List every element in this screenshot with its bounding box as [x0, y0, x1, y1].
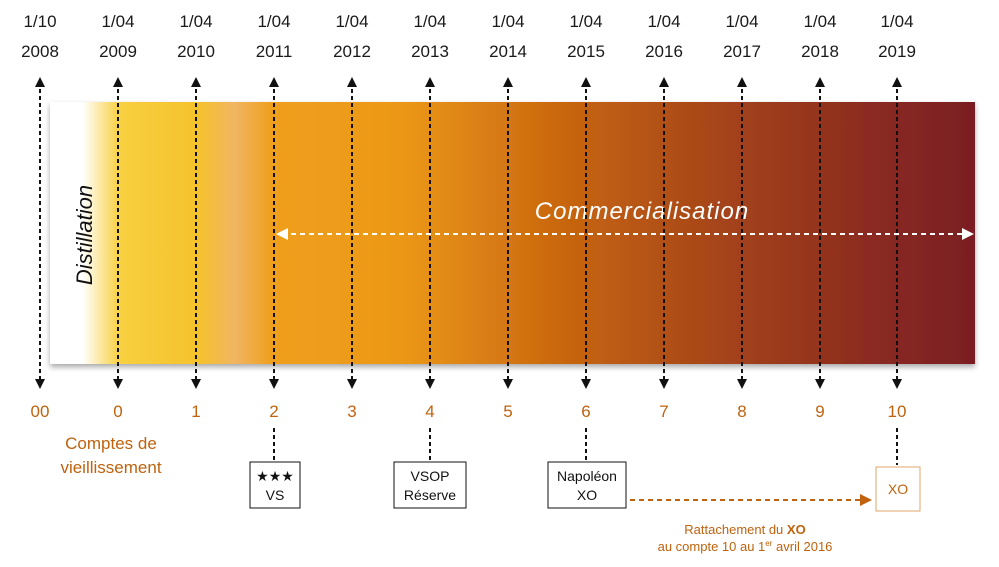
date-day-4: 1/04 — [335, 12, 368, 31]
account-6: 6 — [581, 402, 590, 421]
date-day-11: 1/04 — [880, 12, 913, 31]
date-year-8: 2016 — [645, 42, 683, 61]
box-vsop-line2: Réserve — [404, 487, 456, 503]
box-napoleon: Napoléon XO — [547, 461, 627, 509]
commercialisation-label: Commercialisation — [535, 198, 749, 225]
note-line2-suffix: avril 2016 — [772, 539, 832, 554]
date-year-2: 2010 — [177, 42, 215, 61]
note-line2: au compte 10 au 1er avril 2016 — [658, 539, 833, 554]
date-year-11: 2019 — [878, 42, 916, 61]
date-day-7: 1/04 — [569, 12, 602, 31]
date-year-10: 2018 — [801, 42, 839, 61]
account-0: 0 — [113, 402, 122, 421]
timeline-arrows — [35, 77, 902, 389]
note-line2-prefix: au compte 10 au 1 — [658, 539, 766, 554]
date-day-10: 1/04 — [803, 12, 836, 31]
note-line1-prefix: Rattachement du — [684, 522, 787, 537]
date-year-3: 2011 — [256, 42, 293, 61]
account-5: 5 — [503, 402, 512, 421]
box-xo-line1: XO — [888, 481, 908, 497]
accounts-label-line2: vieillissement — [60, 458, 161, 477]
note-line1: Rattachement du XO — [684, 522, 805, 537]
date-year-9: 2017 — [723, 42, 761, 61]
date-day-6: 1/04 — [491, 12, 524, 31]
accounts-label-line1: Comptes de — [65, 434, 157, 453]
note-line2-sup: er — [765, 539, 772, 548]
account-9: 9 — [815, 402, 824, 421]
box-napoleon-line2: XO — [577, 487, 597, 503]
account-00: 00 — [31, 402, 50, 421]
account-3: 3 — [347, 402, 356, 421]
account-numbers: 00 0 1 2 3 4 5 6 7 8 9 10 — [31, 402, 907, 421]
date-year-4: 2012 — [333, 42, 371, 61]
box-xo: XO — [875, 466, 921, 512]
date-year-7: 2015 — [567, 42, 605, 61]
date-day-3: 1/04 — [257, 12, 290, 31]
date-labels: 1/10 2008 1/04 2009 1/04 2010 1/04 2011 1/04 2012… — [21, 12, 916, 61]
date-day-2: 1/04 — [179, 12, 212, 31]
date-year-1: 2009 — [99, 42, 137, 61]
date-day-9: 1/04 — [725, 12, 758, 31]
date-year-6: 2014 — [489, 42, 527, 61]
aging-color-band — [50, 102, 975, 364]
date-day-1: 1/04 — [101, 12, 134, 31]
date-day-8: 1/04 — [647, 12, 680, 31]
box-vs: ★★★ VS — [249, 461, 301, 509]
box-vsop-line1: VSOP — [411, 468, 450, 484]
date-day-0: 1/10 — [23, 12, 56, 31]
date-day-5: 1/04 — [413, 12, 446, 31]
account-1: 1 — [191, 402, 200, 421]
date-year-0: 2008 — [21, 42, 59, 61]
account-2: 2 — [269, 402, 278, 421]
date-year-5: 2013 — [411, 42, 449, 61]
box-vsop: VSOP Réserve — [393, 461, 467, 509]
note-line1-bold: XO — [787, 522, 806, 537]
account-8: 8 — [737, 402, 746, 421]
box-napoleon-line1: Napoléon — [557, 468, 617, 484]
account-4: 4 — [425, 402, 434, 421]
distillation-label: Distillation — [72, 185, 97, 285]
account-7: 7 — [659, 402, 668, 421]
account-10: 10 — [888, 402, 907, 421]
box-vs-line1: ★★★ — [256, 468, 294, 484]
box-vs-line2: VS — [266, 487, 285, 503]
